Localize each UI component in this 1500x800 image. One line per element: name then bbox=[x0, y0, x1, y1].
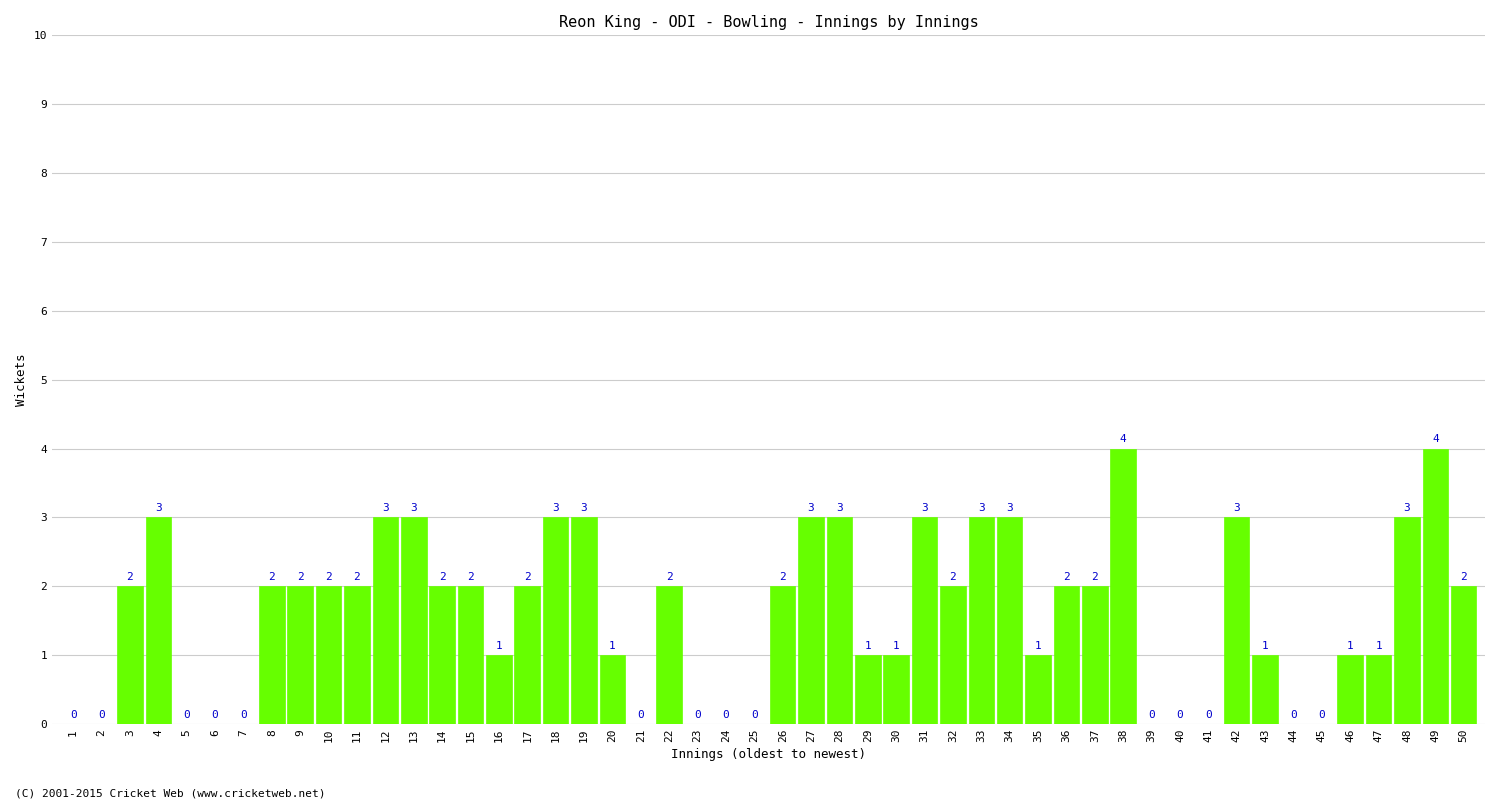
Bar bbox=[884, 655, 909, 724]
Text: 0: 0 bbox=[183, 710, 190, 720]
Text: 0: 0 bbox=[1290, 710, 1298, 720]
Text: 3: 3 bbox=[1404, 503, 1410, 514]
Text: 0: 0 bbox=[723, 710, 729, 720]
Text: 0: 0 bbox=[211, 710, 219, 720]
Text: 1: 1 bbox=[864, 641, 871, 651]
Bar bbox=[400, 518, 426, 724]
Bar bbox=[1252, 655, 1278, 724]
Bar bbox=[458, 586, 483, 724]
Bar bbox=[1224, 518, 1250, 724]
Bar bbox=[543, 518, 568, 724]
Bar bbox=[372, 518, 398, 724]
Text: 0: 0 bbox=[98, 710, 105, 720]
Text: 1: 1 bbox=[1035, 641, 1041, 651]
Bar bbox=[117, 586, 142, 724]
Text: 1: 1 bbox=[1262, 641, 1269, 651]
Text: 2: 2 bbox=[666, 572, 672, 582]
Text: 0: 0 bbox=[240, 710, 248, 720]
Text: 2: 2 bbox=[268, 572, 274, 582]
Text: 2: 2 bbox=[1092, 572, 1098, 582]
Bar bbox=[514, 586, 540, 724]
Text: 3: 3 bbox=[836, 503, 843, 514]
Bar bbox=[998, 518, 1023, 724]
Text: 3: 3 bbox=[807, 503, 814, 514]
Text: 3: 3 bbox=[411, 503, 417, 514]
Bar bbox=[600, 655, 625, 724]
Bar bbox=[486, 655, 512, 724]
Bar bbox=[827, 518, 852, 724]
Text: 2: 2 bbox=[780, 572, 786, 582]
Text: 1: 1 bbox=[609, 641, 616, 651]
Text: 1: 1 bbox=[892, 641, 900, 651]
Bar bbox=[657, 586, 682, 724]
Text: 2: 2 bbox=[1064, 572, 1070, 582]
Bar bbox=[1338, 655, 1364, 724]
Text: 0: 0 bbox=[1176, 710, 1184, 720]
Bar bbox=[969, 518, 994, 724]
Bar bbox=[146, 518, 171, 724]
Text: 1: 1 bbox=[1376, 641, 1382, 651]
X-axis label: Innings (oldest to newest): Innings (oldest to newest) bbox=[670, 748, 865, 761]
Text: 3: 3 bbox=[382, 503, 388, 514]
Bar bbox=[940, 586, 966, 724]
Title: Reon King - ODI - Bowling - Innings by Innings: Reon King - ODI - Bowling - Innings by I… bbox=[558, 15, 978, 30]
Bar bbox=[1366, 655, 1392, 724]
Bar bbox=[1110, 449, 1136, 724]
Text: 1: 1 bbox=[495, 641, 502, 651]
Y-axis label: Wickets: Wickets bbox=[15, 354, 28, 406]
Text: 2: 2 bbox=[438, 572, 446, 582]
Text: 4: 4 bbox=[1120, 434, 1126, 445]
Text: 3: 3 bbox=[580, 503, 588, 514]
Bar bbox=[912, 518, 938, 724]
Bar bbox=[260, 586, 285, 724]
Bar bbox=[344, 586, 369, 724]
Text: 4: 4 bbox=[1432, 434, 1438, 445]
Text: 0: 0 bbox=[638, 710, 644, 720]
Text: 3: 3 bbox=[1233, 503, 1240, 514]
Bar bbox=[572, 518, 597, 724]
Bar bbox=[1026, 655, 1051, 724]
Text: 2: 2 bbox=[354, 572, 360, 582]
Bar bbox=[1422, 449, 1448, 724]
Bar bbox=[316, 586, 342, 724]
Bar bbox=[1082, 586, 1107, 724]
Text: 2: 2 bbox=[297, 572, 303, 582]
Bar bbox=[1053, 586, 1078, 724]
Text: 0: 0 bbox=[1148, 710, 1155, 720]
Text: 3: 3 bbox=[154, 503, 162, 514]
Text: 2: 2 bbox=[524, 572, 531, 582]
Text: 3: 3 bbox=[978, 503, 984, 514]
Bar bbox=[770, 586, 795, 724]
Text: 2: 2 bbox=[1461, 572, 1467, 582]
Text: (C) 2001-2015 Cricket Web (www.cricketweb.net): (C) 2001-2015 Cricket Web (www.cricketwe… bbox=[15, 788, 326, 798]
Text: 1: 1 bbox=[1347, 641, 1353, 651]
Text: 0: 0 bbox=[694, 710, 700, 720]
Bar bbox=[288, 586, 314, 724]
Text: 3: 3 bbox=[1007, 503, 1013, 514]
Text: 0: 0 bbox=[1204, 710, 1212, 720]
Text: 0: 0 bbox=[752, 710, 758, 720]
Text: 3: 3 bbox=[552, 503, 560, 514]
Text: 2: 2 bbox=[950, 572, 957, 582]
Text: 2: 2 bbox=[466, 572, 474, 582]
Bar bbox=[798, 518, 824, 724]
Text: 0: 0 bbox=[70, 710, 76, 720]
Text: 2: 2 bbox=[326, 572, 332, 582]
Bar bbox=[429, 586, 454, 724]
Bar bbox=[855, 655, 880, 724]
Text: 3: 3 bbox=[921, 503, 928, 514]
Bar bbox=[1394, 518, 1419, 724]
Text: 0: 0 bbox=[1318, 710, 1324, 720]
Bar bbox=[1450, 586, 1476, 724]
Text: 2: 2 bbox=[126, 572, 134, 582]
